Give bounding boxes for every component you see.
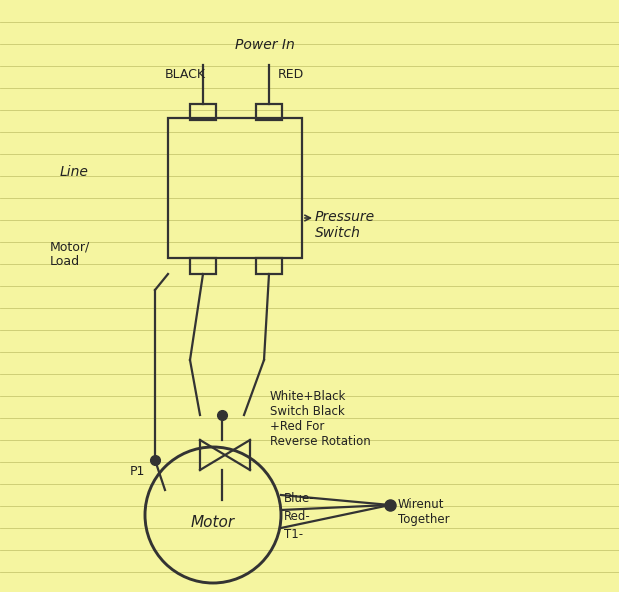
- Text: T1-: T1-: [284, 528, 303, 541]
- Text: Power In: Power In: [235, 38, 295, 52]
- Text: P1: P1: [130, 465, 145, 478]
- Text: Motor/
Load: Motor/ Load: [50, 240, 90, 268]
- Text: Red-: Red-: [284, 510, 311, 523]
- Text: RED: RED: [278, 68, 305, 81]
- Text: Line: Line: [60, 165, 89, 179]
- Text: Pressure
Switch: Pressure Switch: [315, 210, 375, 240]
- Bar: [190, 258, 216, 274]
- Bar: [256, 258, 282, 274]
- Text: Motor: Motor: [191, 515, 235, 530]
- Text: BLACK: BLACK: [165, 68, 206, 81]
- Bar: [256, 104, 282, 120]
- Bar: [190, 104, 216, 120]
- Text: White+Black
Switch Black
+Red For
Reverse Rotation: White+Black Switch Black +Red For Revers…: [270, 390, 371, 448]
- Text: Wirenut
Together: Wirenut Together: [398, 498, 449, 526]
- Bar: [168, 118, 302, 258]
- Text: Blue-: Blue-: [284, 492, 314, 505]
